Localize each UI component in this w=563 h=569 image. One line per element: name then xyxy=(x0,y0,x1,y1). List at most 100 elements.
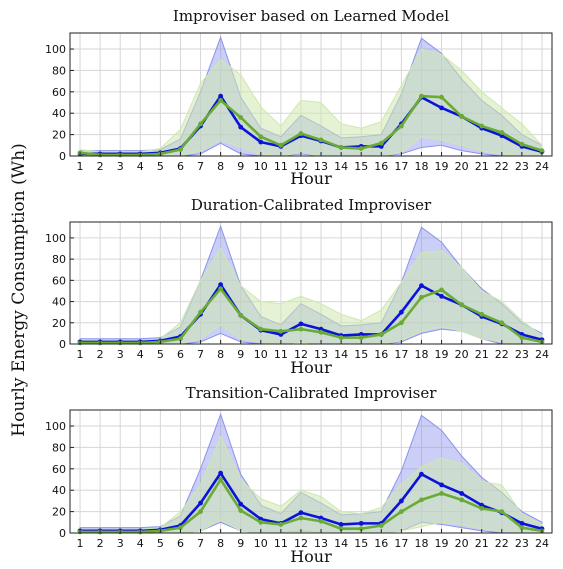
series-green-point xyxy=(439,491,444,496)
series-green-point xyxy=(258,519,264,525)
series-green-line xyxy=(80,477,543,534)
x-tick-label: 15 xyxy=(354,160,368,173)
chart-title: Transition-Calibrated Improviser xyxy=(186,384,438,402)
x-tick-label: 1 xyxy=(77,537,84,550)
x-tick-label: 2 xyxy=(97,160,104,173)
series-green-point xyxy=(178,147,183,152)
x-tick-label: 17 xyxy=(394,160,408,173)
y-tick-label: 40 xyxy=(52,107,66,120)
series-green-point xyxy=(519,335,525,341)
series-green-point xyxy=(198,509,203,515)
series-green-point xyxy=(218,477,224,482)
x-tick-label: 13 xyxy=(314,348,328,361)
series-green-point xyxy=(238,508,244,513)
series-green-point xyxy=(539,148,545,154)
y-tick-label: 60 xyxy=(52,274,66,287)
x-tick-label: 5 xyxy=(157,160,164,173)
series-green-point xyxy=(318,137,324,143)
x-tick-label: 24 xyxy=(535,160,549,173)
x-tick-label: 22 xyxy=(495,348,509,361)
series-green-point xyxy=(439,287,444,293)
x-tick-label: 21 xyxy=(475,160,489,173)
series-blue-point xyxy=(439,105,444,111)
x-tick-label: 9 xyxy=(237,537,244,550)
series-green-point xyxy=(519,141,525,147)
series-blue-point xyxy=(218,93,224,99)
x-tick-label: 4 xyxy=(137,348,144,361)
y-tick-label: 80 xyxy=(52,64,66,77)
series-blue-point xyxy=(519,520,525,526)
series-green-point xyxy=(238,115,244,120)
x-tick-label: 22 xyxy=(495,160,509,173)
series-blue-point xyxy=(459,491,465,496)
series-green-point xyxy=(499,509,505,515)
x-axis-label: Hour xyxy=(290,169,332,188)
series-green-point xyxy=(398,123,404,129)
series-green-point xyxy=(378,140,384,146)
plot-area-frame xyxy=(69,221,553,345)
x-tick-label: 13 xyxy=(314,537,328,550)
x-tick-label: 10 xyxy=(254,537,268,550)
y-tick-label: 0 xyxy=(59,527,66,540)
x-tick-label: 12 xyxy=(294,537,308,550)
series-green-point xyxy=(459,497,465,503)
x-tick-label: 11 xyxy=(274,348,288,361)
series-green-point xyxy=(459,302,465,308)
series-blue-point xyxy=(419,283,424,289)
series-blue-point xyxy=(358,520,364,526)
series-blue-point xyxy=(398,498,404,504)
x-tick-label: 10 xyxy=(254,348,268,361)
y-tick-label: 100 xyxy=(45,232,66,245)
series-green-point xyxy=(298,515,304,521)
x-tick-label: 12 xyxy=(294,160,308,173)
x-tick-label: 9 xyxy=(237,160,244,173)
x-tick-label: 11 xyxy=(274,537,288,550)
y-tick-label: 0 xyxy=(59,150,66,163)
x-tick-label: 4 xyxy=(137,160,144,173)
x-tick-label: 9 xyxy=(237,348,244,361)
x-tick-label: 16 xyxy=(374,160,388,173)
x-tick-label: 8 xyxy=(217,160,224,173)
x-tick-label: 6 xyxy=(177,348,184,361)
x-tick-label: 13 xyxy=(314,160,328,173)
x-tick-label: 15 xyxy=(354,537,368,550)
series-green-point xyxy=(419,93,424,99)
x-tick-label: 5 xyxy=(157,348,164,361)
series-green-point xyxy=(338,526,344,532)
x-tick-label: 11 xyxy=(274,160,288,173)
series-green-point xyxy=(398,320,404,326)
series-green-point xyxy=(218,97,224,103)
series-green-point xyxy=(479,506,485,511)
series-green-point xyxy=(178,336,183,342)
x-axis-label: Hour xyxy=(290,358,332,377)
series-green-range-band xyxy=(79,48,543,157)
series-green-point xyxy=(318,518,324,524)
series-green-point xyxy=(258,326,264,332)
plot-area-frame xyxy=(69,409,553,534)
series-green-point xyxy=(218,286,224,292)
series-blue-point xyxy=(218,470,224,476)
chart-title: Improviser based on Learned Model xyxy=(173,7,449,25)
series-green-point xyxy=(278,328,284,334)
x-tick-label: 6 xyxy=(177,537,184,550)
x-tick-label: 14 xyxy=(334,160,348,173)
series-green-point xyxy=(178,525,183,531)
series-green-point xyxy=(338,145,344,150)
x-tick-label: 20 xyxy=(455,160,469,173)
y-tick-label: 60 xyxy=(52,86,66,99)
plot-area-frame xyxy=(69,32,553,157)
x-tick-label: 3 xyxy=(117,348,124,361)
series-blue-point xyxy=(218,282,224,287)
series-green-point xyxy=(318,329,324,335)
y-tick-label: 40 xyxy=(52,484,66,497)
y-tick-label: 40 xyxy=(52,296,66,309)
y-tick-label: 60 xyxy=(52,463,66,476)
x-tick-label: 1 xyxy=(77,348,84,361)
series-green-point xyxy=(198,121,203,127)
series-blue-point xyxy=(198,500,203,506)
x-tick-label: 18 xyxy=(414,160,428,173)
y-tick-label: 0 xyxy=(59,338,66,351)
series-green-point xyxy=(298,326,304,332)
series-green-point xyxy=(278,522,284,527)
series-green-point xyxy=(298,131,304,136)
